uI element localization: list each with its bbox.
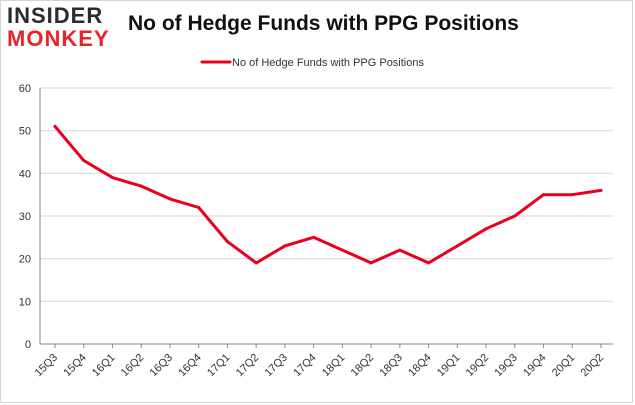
logo-line-2: MONKEY xyxy=(7,26,110,51)
y-tick-label: 0 xyxy=(25,339,31,351)
data-point xyxy=(110,176,114,180)
x-tick-label: 18Q4 xyxy=(406,352,434,380)
x-tick-label: 19Q3 xyxy=(492,352,520,380)
data-point xyxy=(225,240,229,244)
x-tick-label: 17Q4 xyxy=(291,352,319,380)
legend-label: No of Hedge Funds with PPG Positions xyxy=(232,57,424,69)
data-point xyxy=(398,248,402,252)
x-tick-label: 15Q3 xyxy=(33,352,61,380)
y-tick-label: 10 xyxy=(19,296,31,308)
y-tick-label: 60 xyxy=(19,83,31,95)
x-tick-label: 17Q1 xyxy=(205,352,233,380)
x-tick-label: 16Q1 xyxy=(90,352,118,380)
data-point xyxy=(455,244,459,248)
y-tick-label: 20 xyxy=(19,254,31,266)
x-tick-label: 16Q3 xyxy=(148,352,176,380)
data-point xyxy=(427,261,431,265)
data-point xyxy=(340,248,344,252)
x-tick-label: 20Q2 xyxy=(579,352,607,380)
data-point xyxy=(570,193,574,197)
y-tick-label: 30 xyxy=(19,211,31,223)
x-tick-label: 15Q4 xyxy=(61,352,89,380)
data-point xyxy=(168,197,172,201)
x-tick-label: 19Q4 xyxy=(521,352,549,380)
data-point xyxy=(283,244,287,248)
y-tick-label: 40 xyxy=(19,168,31,180)
x-tick-label: 17Q3 xyxy=(262,352,290,380)
logo-line-1: INSIDER xyxy=(7,3,104,28)
x-tick-label: 17Q2 xyxy=(234,352,262,380)
insider-monkey-logo: INSIDER MONKEY xyxy=(7,4,117,52)
data-point xyxy=(599,188,603,192)
x-tick-label: 18Q2 xyxy=(349,352,377,380)
data-point xyxy=(542,193,546,197)
data-point xyxy=(139,184,143,188)
x-tick-label: 16Q4 xyxy=(176,352,204,380)
chart-title: No of Hedge Funds with PPG Positions xyxy=(128,12,519,35)
x-tick-label: 18Q1 xyxy=(320,352,348,380)
x-tick-label: 16Q2 xyxy=(119,352,147,380)
data-point xyxy=(369,261,373,265)
x-tick-label: 18Q3 xyxy=(377,352,405,380)
series-line xyxy=(53,124,603,265)
x-tick-label: 19Q1 xyxy=(435,352,463,380)
data-point xyxy=(53,124,57,128)
data-point xyxy=(312,235,316,239)
x-tick-label: 19Q2 xyxy=(464,352,492,380)
data-point xyxy=(513,214,517,218)
y-tick-label: 50 xyxy=(19,126,31,138)
data-point xyxy=(197,205,201,209)
data-point xyxy=(254,261,258,265)
data-point xyxy=(82,159,86,163)
data-point xyxy=(484,227,488,231)
x-tick-label: 20Q1 xyxy=(550,352,578,380)
